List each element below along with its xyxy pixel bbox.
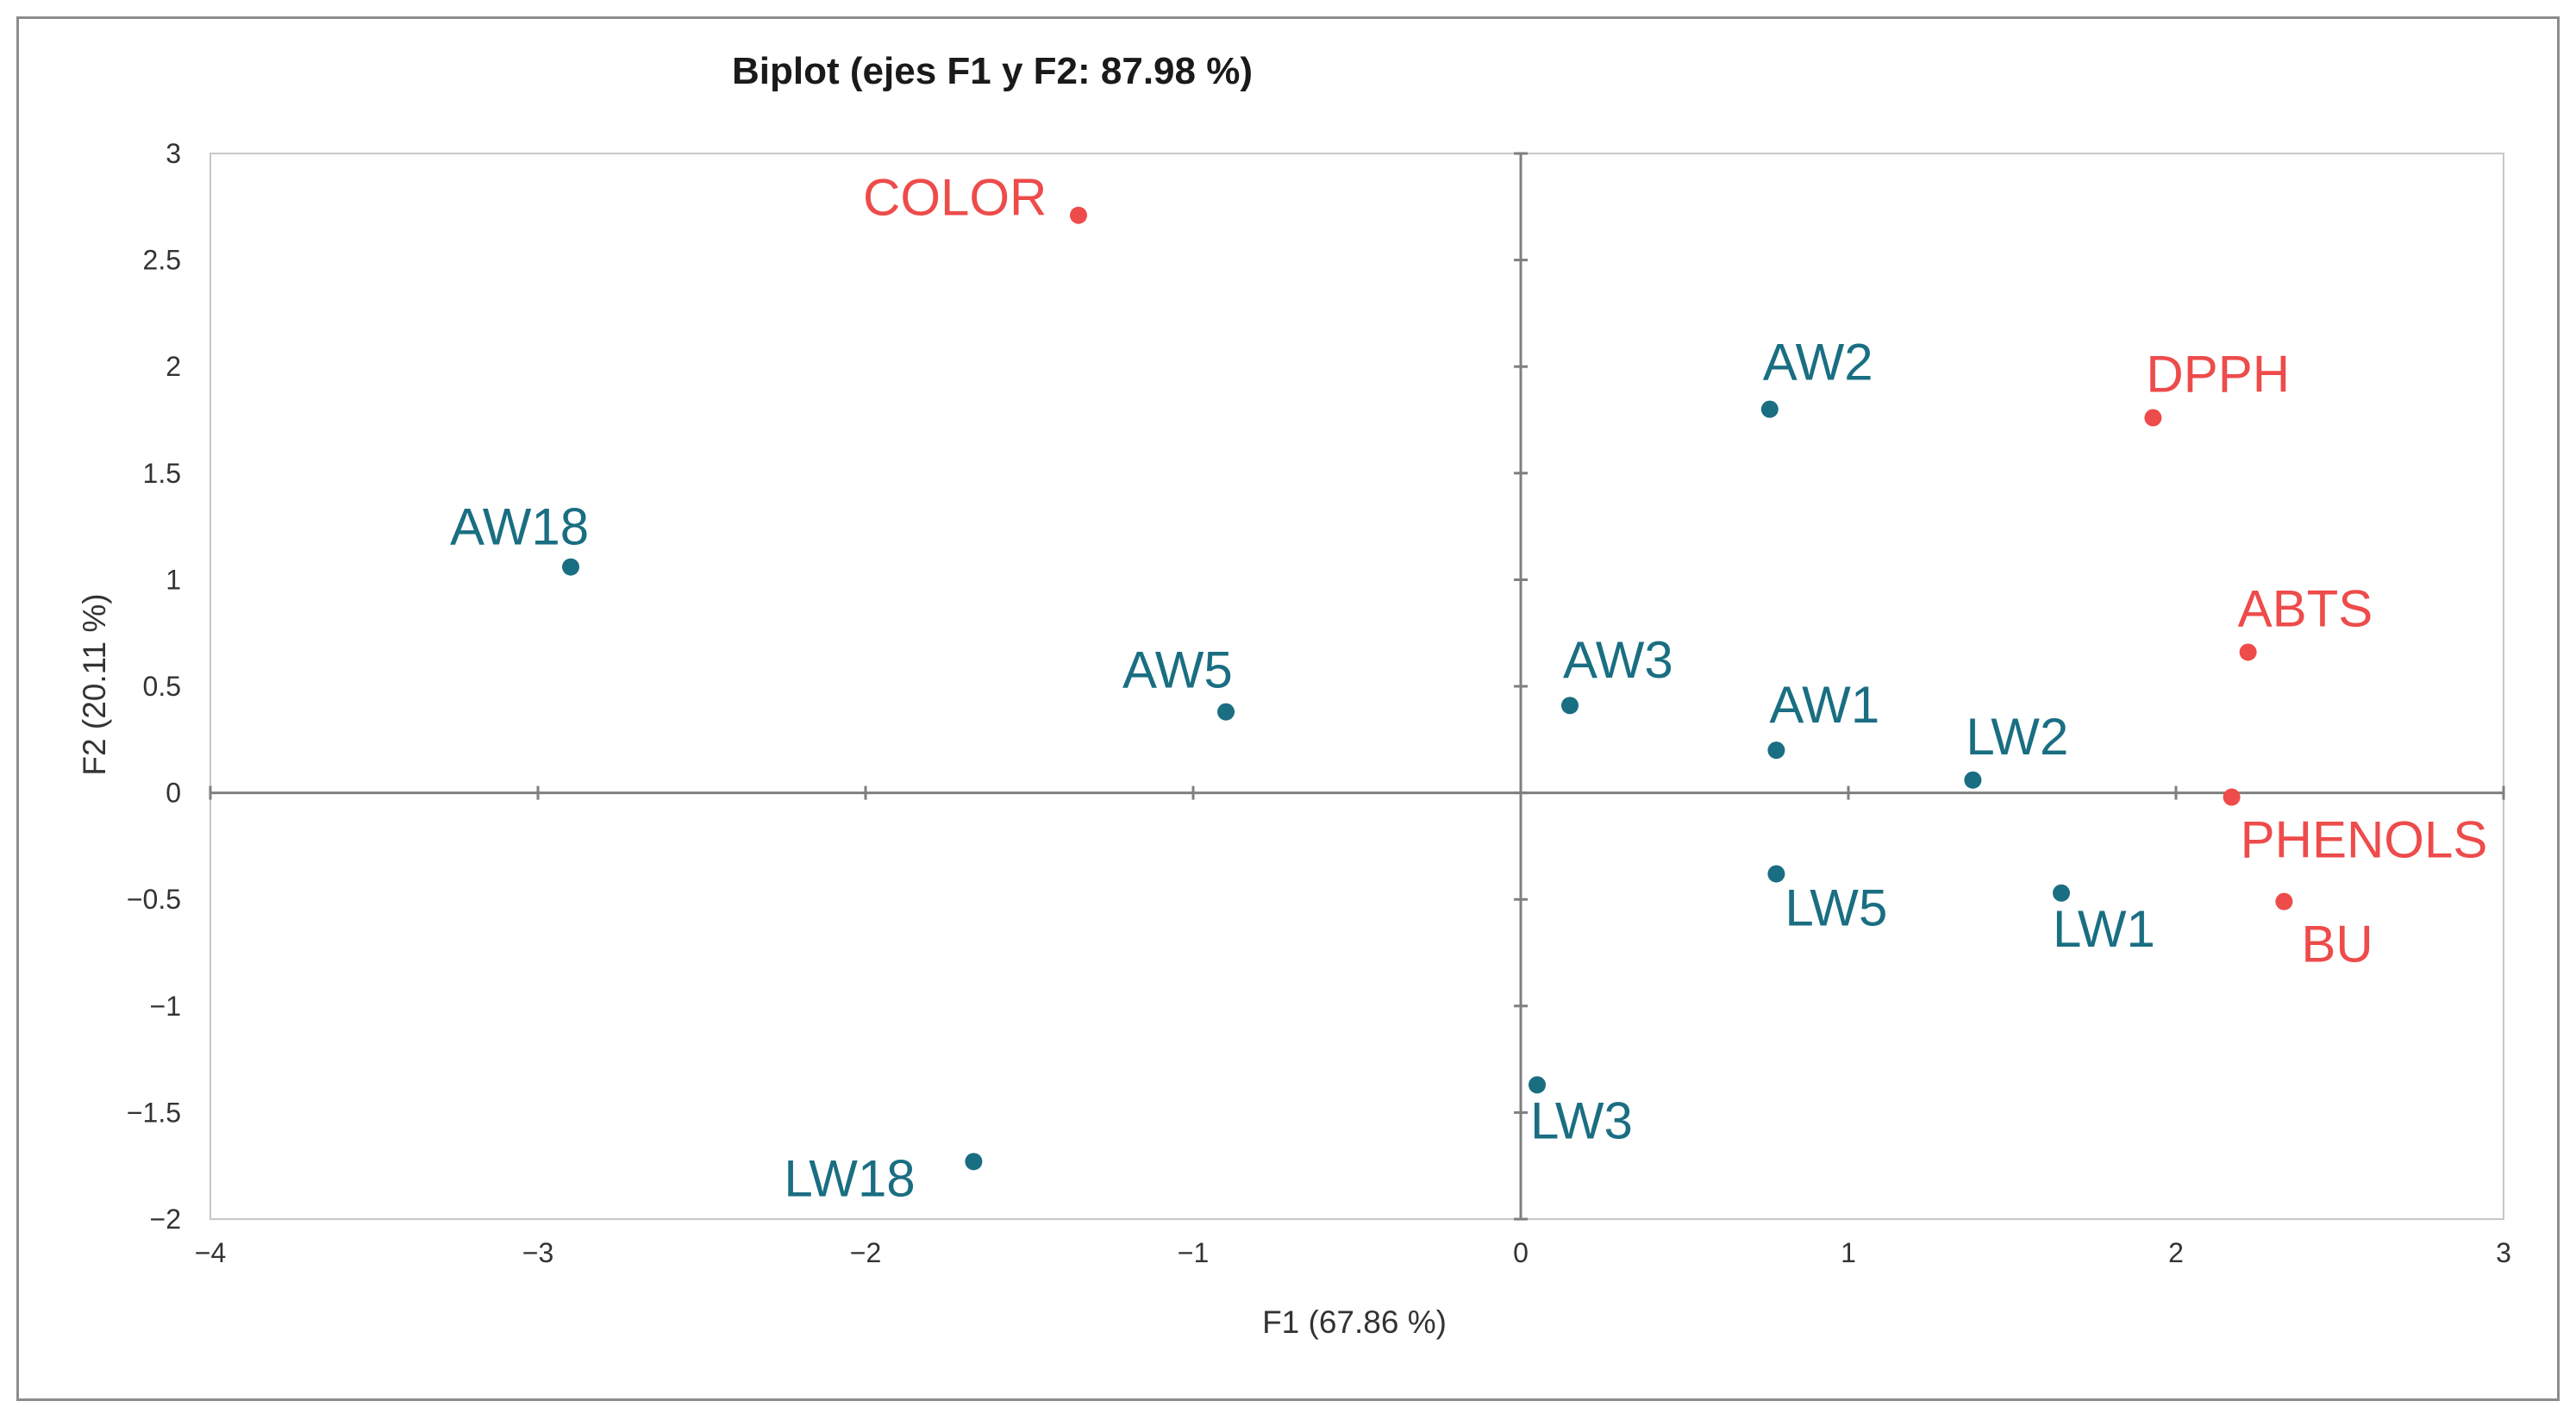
point-label-aw3: AW3 [1563, 631, 1673, 689]
point-aw1 [1767, 741, 1785, 760]
point-label-lw2: LW2 [1966, 708, 2068, 766]
point-label-abts: ABTS [2238, 579, 2373, 637]
point-label-lw3: LW3 [1530, 1092, 1633, 1149]
y-tick-label: −2 [150, 1204, 181, 1235]
point-label-aw18: AW18 [450, 498, 589, 556]
point-label-lw5: LW5 [1785, 879, 1887, 937]
x-tick-label: −1 [1178, 1237, 1209, 1268]
point-dpph [2144, 409, 2162, 427]
y-tick-label: 1 [166, 564, 181, 595]
point-label-color: COLOR [863, 169, 1047, 227]
point-aw18 [562, 558, 579, 576]
x-tick-label: −4 [195, 1237, 226, 1268]
data-points [562, 206, 2293, 1171]
point-abts [2239, 643, 2257, 661]
point-lw18 [965, 1153, 983, 1171]
point-label-dpph: DPPH [2146, 346, 2290, 403]
y-tick-label: 3 [166, 138, 181, 169]
y-tick-label: −1 [150, 991, 181, 1022]
x-tick-label: −3 [522, 1237, 553, 1268]
y-tick-label: 0 [166, 778, 181, 809]
y-axis-label: F2 (20.11 %) [77, 593, 112, 775]
biplot-chart: Biplot (ejes F1 y F2: 87.98 %) −4 −3 −2 −1 0… [77, 50, 2511, 1340]
x-tick-label: 0 [1513, 1237, 1529, 1268]
point-lw1 [2053, 884, 2070, 902]
y-tick-label: −1.5 [127, 1097, 181, 1128]
point-lw3 [1529, 1076, 1546, 1094]
axes-layer [209, 152, 2505, 1221]
point-bu [2275, 892, 2293, 910]
y-tick-label: 2 [166, 351, 181, 382]
x-tick-label: 3 [2496, 1237, 2511, 1268]
y-tick-label: 1.5 [143, 458, 181, 489]
y-tick-label: 0.5 [143, 671, 181, 702]
point-aw5 [1217, 703, 1235, 721]
point-lw2 [1964, 771, 1982, 789]
plot-area [209, 153, 2504, 1220]
point-label-lw1: LW1 [2053, 900, 2155, 958]
point-label-aw5: AW5 [1122, 641, 1233, 699]
x-tick-label: 1 [1841, 1237, 1856, 1268]
point-label-aw1: AW1 [1769, 676, 1879, 734]
y-tick-label: −0.5 [127, 884, 181, 915]
point-color [1070, 206, 1087, 224]
x-tick-label: 2 [2168, 1237, 2184, 1268]
point-label-phenols: PHENOLS [2241, 811, 2488, 869]
chart-title: Biplot (ejes F1 y F2: 87.98 %) [732, 50, 1253, 92]
point-aw3 [1561, 697, 1579, 715]
chart-frame: Biplot (ejes F1 y F2: 87.98 %) −4 −3 −2 −1 0… [16, 16, 2560, 1401]
point-labels: AW18 AW5 AW3 AW2 AW1 LW2 LW5 LW1 LW3 LW18 COLOR DPP… [450, 169, 2487, 1208]
point-aw2 [1760, 400, 1779, 418]
tick-labels: −4 −3 −2 −1 0 1 2 3 −2 −1.5 −1 −0.5 0 0.5 1 1.5 2 2.5 3 [127, 138, 2511, 1268]
y-tick-label: 2.5 [143, 245, 181, 276]
point-label-lw18: LW18 [784, 1149, 915, 1207]
x-tick-label: −2 [850, 1237, 881, 1268]
point-label-aw2: AW2 [1763, 334, 1873, 391]
x-axis-label: F1 (67.86 %) [1262, 1304, 1447, 1340]
point-phenols [2223, 788, 2241, 806]
point-lw5 [1767, 865, 1785, 883]
point-label-bu: BU [2301, 916, 2373, 973]
